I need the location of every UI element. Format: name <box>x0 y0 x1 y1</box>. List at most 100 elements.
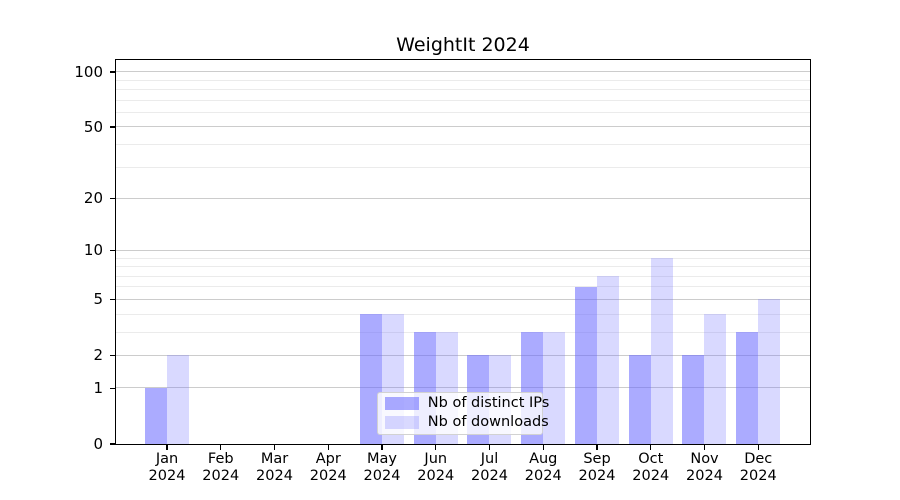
y-tick <box>110 354 115 357</box>
y-tick-label: 100 <box>74 62 103 81</box>
gridline-major <box>115 197 810 199</box>
gridline-major <box>115 126 810 128</box>
gridline-minor <box>115 89 810 91</box>
x-tick-label-month: Nov <box>690 451 719 467</box>
bar-distinct-ips-jan <box>144 387 167 444</box>
x-tick-label: Aug 2024 <box>508 451 578 485</box>
x-tick-label: Sep 2024 <box>562 451 632 485</box>
x-tick-label: Mar 2024 <box>240 451 310 485</box>
bar-distinct-ips-nov <box>682 355 705 444</box>
x-tick-label-year: 2024 <box>417 467 455 484</box>
bar-distinct-ips-oct <box>628 355 651 444</box>
x-tick-label-month: Apr <box>315 451 341 467</box>
y-tick-label: 1 <box>93 378 103 397</box>
gridline-major <box>115 249 810 252</box>
x-tick-label: Feb 2024 <box>186 451 256 485</box>
x-tick <box>435 445 437 450</box>
x-tick-label-year: 2024 <box>739 467 777 484</box>
x-tick-label-year: 2024 <box>471 467 508 484</box>
x-tick <box>757 445 759 450</box>
x-tick-label: Jun 2024 <box>401 451 471 485</box>
y-tick-label: 5 <box>93 290 103 309</box>
gridline-minor <box>115 111 810 113</box>
gridline-minor <box>115 257 810 259</box>
x-tick-label-year: 2024 <box>578 467 616 484</box>
x-tick-label-year: 2024 <box>202 467 240 484</box>
bar-downloads-nov <box>704 314 727 444</box>
gridline-minor <box>115 286 810 288</box>
x-tick <box>596 445 598 450</box>
x-tick-label-year: 2024 <box>148 467 186 484</box>
legend: Nb of distinct IPs Nb of downloads <box>376 391 549 435</box>
y-tick <box>110 250 115 252</box>
x-tick-label: Oct 2024 <box>616 451 686 485</box>
x-tick-label: Dec 2024 <box>723 451 793 485</box>
y-tick <box>110 443 115 445</box>
x-tick-label-month: May <box>367 451 397 467</box>
gridline-minor <box>115 143 810 145</box>
x-tick-label-year: 2024 <box>256 467 293 484</box>
y-tick <box>110 387 115 389</box>
x-tick-label-month: Oct <box>638 451 664 467</box>
bar-downloads-aug <box>543 332 566 444</box>
legend-label-distinct-ips: Nb of distinct IPs <box>427 395 550 412</box>
x-tick-label-month: Feb <box>207 451 234 467</box>
gridline-minor <box>115 331 810 333</box>
bar-distinct-ips-sep <box>574 286 597 444</box>
x-tick <box>650 445 652 450</box>
x-tick-label-month: Jan <box>155 451 179 467</box>
x-tick-label-month: Mar <box>260 451 289 467</box>
gridline-minor <box>115 79 810 81</box>
legend-item-distinct-ips: Nb of distinct IPs <box>378 396 549 411</box>
y-tick <box>110 126 115 128</box>
x-tick-label-year: 2024 <box>524 467 562 484</box>
x-tick <box>220 445 222 450</box>
x-tick-label-year: 2024 <box>309 467 347 484</box>
x-tick-label-year: 2024 <box>632 467 670 484</box>
y-tick <box>110 298 115 301</box>
x-tick-label-month: Jul <box>480 451 499 467</box>
plot-area: Nb of distinct IPs Nb of downloads <box>114 58 811 445</box>
gridline-minor <box>115 275 810 277</box>
x-tick <box>703 445 706 450</box>
x-tick-label-month: Sep <box>583 451 611 467</box>
gridline-major <box>115 354 810 356</box>
x-tick-label-month: Dec <box>744 451 773 467</box>
y-tick-label: 2 <box>93 345 103 364</box>
x-tick <box>166 445 168 450</box>
x-tick-label: Jan 2024 <box>132 451 202 485</box>
x-tick <box>273 445 276 450</box>
x-tick <box>542 445 544 450</box>
y-tick-label: 10 <box>83 241 103 260</box>
x-tick-label: Apr 2024 <box>293 451 363 485</box>
x-tick-label: Jul 2024 <box>455 451 525 485</box>
legend-swatch-distinct-ips <box>384 397 419 411</box>
y-tick <box>110 197 115 200</box>
gridline-minor <box>115 313 810 315</box>
gridline-major <box>115 387 810 389</box>
x-tick <box>381 445 383 450</box>
y-tick-label: 20 <box>83 189 103 208</box>
x-tick-label-year: 2024 <box>686 467 723 484</box>
gridline-major <box>115 298 810 300</box>
x-tick-label: May 2024 <box>347 451 417 485</box>
x-tick-label: Nov 2024 <box>670 451 740 485</box>
bar-downloads-sep <box>596 276 619 444</box>
x-tick-label-month: Jun <box>424 451 448 467</box>
gridline-minor <box>115 266 810 268</box>
bar-distinct-ips-may <box>359 314 382 444</box>
legend-item-downloads: Nb of downloads <box>378 415 549 430</box>
legend-label-downloads: Nb of downloads <box>427 414 549 431</box>
legend-swatch-downloads <box>384 416 419 430</box>
gridline-minor <box>115 99 810 101</box>
bar-downloads-jan <box>166 355 189 444</box>
y-tick <box>110 71 115 73</box>
x-tick <box>327 445 329 450</box>
y-tick-label: 0 <box>93 434 103 453</box>
gridline-minor <box>115 166 810 168</box>
y-tick-label: 50 <box>83 117 103 136</box>
x-tick-label-year: 2024 <box>363 467 401 484</box>
chart-title: WeightIt 2024 <box>396 34 530 56</box>
x-tick <box>488 445 491 450</box>
